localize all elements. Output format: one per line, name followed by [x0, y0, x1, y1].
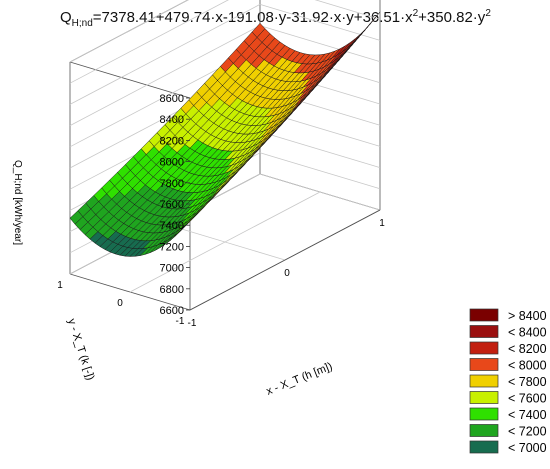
legend-swatch [469, 440, 499, 454]
z-gridline [259, 4, 381, 41]
box-edge-front [189, 209, 381, 311]
legend-swatch [469, 374, 499, 388]
z-axis-label: Q_H;nd [kWh/year] [12, 160, 23, 245]
title-formula-mid: +350.82·y [418, 9, 486, 26]
title-q-subscript: H;nd [71, 18, 93, 29]
z-gridline [259, 152, 381, 190]
legend-label: < 7600 [508, 392, 547, 406]
legend-label: > 8400 [508, 309, 547, 323]
plot-box-front [189, 209, 381, 311]
legend-label: < 7400 [508, 408, 547, 422]
surface-cell [366, 11, 381, 28]
legend-swatch [469, 341, 499, 355]
y-tick-label: 0 [117, 298, 123, 309]
x-axis-label: x - X_T (h [m]) [265, 360, 334, 397]
response-surface [69, 11, 381, 257]
legend-label: < 7800 [508, 375, 547, 389]
legend-swatch [469, 358, 499, 371]
x-tick-label: 1 [379, 218, 385, 229]
legend-label: < 8000 [508, 359, 547, 373]
z-tick-label: 6800 [160, 284, 184, 296]
z-tick-label: 7000 [160, 263, 184, 275]
legend-swatch [469, 407, 499, 421]
z-tick-label: 8000 [160, 157, 184, 169]
y-tick-label: -1 [176, 316, 185, 327]
legend-label: < 7000 [508, 441, 547, 455]
z-gridline [69, 4, 261, 105]
z-tick-label: 7200 [160, 241, 184, 253]
title-formula-main: =7378.41+479.74·x-191.08·y-31.92·x·y+36.… [92, 9, 413, 26]
title-formula-sup1: 2 [412, 8, 419, 19]
y-tick-label: 1 [57, 280, 63, 291]
z-gridline [259, 131, 381, 168]
z-axis-ticks: 6600 6800 7000 7200 7400 7600 7800 8000 8200 8400… [160, 93, 190, 317]
legend-swatch [469, 391, 499, 404]
title-formula-sup2: 2 [485, 8, 491, 19]
y-axis-ticks: -1 0 1 [57, 280, 185, 327]
z-gridline [259, 25, 381, 62]
legend-swatch [469, 325, 499, 338]
z-gridline [314, 0, 381, 20]
legend-swatch [469, 424, 499, 437]
z-tick-label: 7800 [160, 178, 184, 190]
z-gridline [69, 25, 261, 126]
legend-label: < 7200 [508, 425, 547, 439]
z-gridline [69, 0, 189, 63]
z-tick-label: 6600 [160, 305, 184, 317]
x-tick-label: 0 [284, 268, 290, 279]
z-gridline [69, 0, 229, 84]
z-tick-label: 7600 [160, 199, 184, 211]
chart-title: QH;nd=7378.41+479.74·x-191.08·y-31.92·x·… [60, 8, 491, 29]
box-edge [69, 0, 189, 63]
legend-label: < 8200 [508, 342, 547, 356]
y-axis-label: y - X_T (k [-]) [65, 317, 96, 382]
z-tick-label: 8200 [160, 135, 184, 147]
x-axis-ticks: -1 0 1 [188, 218, 386, 329]
legend-swatch [469, 308, 499, 322]
legend: > 8400 < 8400 < 8200 < 8000 < 7800 < 7600 < 74… [469, 308, 547, 455]
title-q-symbol: Q [60, 9, 72, 26]
z-tick-label: 8600 [160, 93, 184, 105]
z-tick-label: 8400 [160, 114, 184, 126]
z-tick-label: 7400 [160, 220, 184, 232]
box-edge [69, 61, 191, 99]
x-tick-label: -1 [188, 318, 197, 329]
legend-label: < 8400 [508, 326, 547, 340]
floor-gridline [129, 191, 321, 293]
